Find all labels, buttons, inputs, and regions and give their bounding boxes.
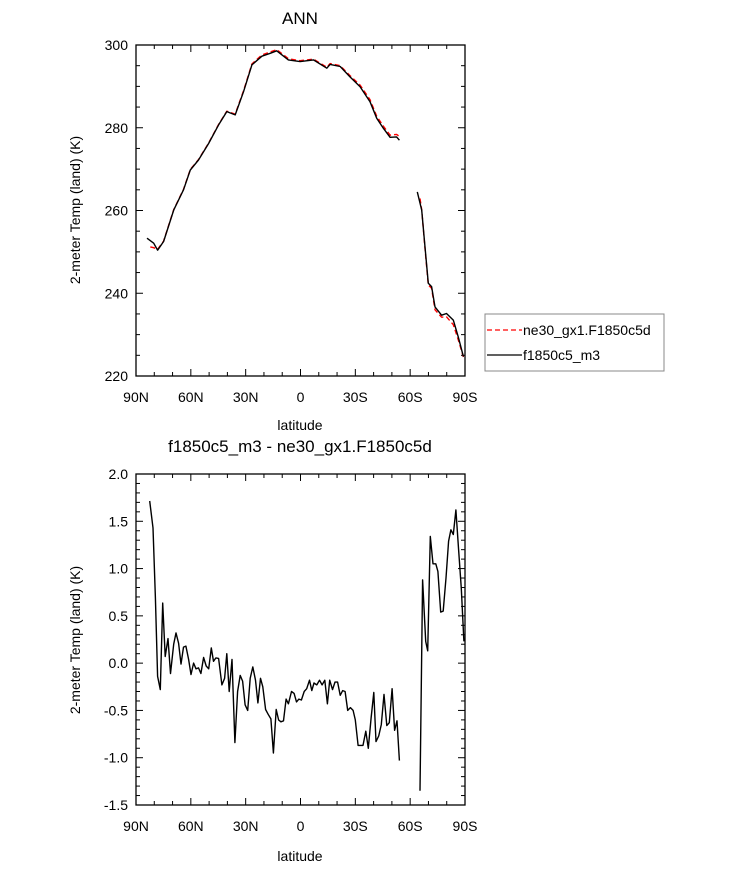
legend-label-f1850c5: f1850c5_m3 bbox=[523, 347, 600, 363]
y-tick-label: -1.5 bbox=[104, 797, 128, 813]
y-tick-label: 2.0 bbox=[109, 466, 129, 482]
x-tick-label: 90N bbox=[123, 389, 149, 405]
series-line-ne30-gx1-f1850c5d bbox=[419, 198, 465, 358]
y-tick-label: 1.0 bbox=[109, 561, 129, 577]
series-line-f1850c5-m3 bbox=[416, 191, 465, 357]
y-tick-label: 300 bbox=[105, 37, 129, 53]
plot-frame bbox=[135, 473, 466, 806]
y-tick-label: 0.0 bbox=[109, 655, 129, 671]
x-tick-label: 30N bbox=[233, 818, 259, 834]
y-tick-label: 240 bbox=[105, 285, 129, 301]
y-tick-label: -1.0 bbox=[104, 750, 128, 766]
x-tick-label: 90N bbox=[123, 818, 149, 834]
x-axis-label: latitude bbox=[277, 417, 322, 433]
x-tick-label: 60N bbox=[178, 389, 204, 405]
panel-title: f1850c5_m3 - ne30_gx1.F1850c5d bbox=[168, 437, 432, 456]
x-tick-label: 0 bbox=[297, 818, 305, 834]
x-tick-label: 60S bbox=[398, 818, 423, 834]
y-axis-label: 2-meter Temp (land) (K) bbox=[67, 566, 83, 714]
plot-frame bbox=[135, 44, 466, 377]
series-line-difference bbox=[419, 509, 465, 791]
y-axis-label: 2-meter Temp (land) (K) bbox=[67, 136, 83, 284]
series-line-f1850c5-m3 bbox=[146, 50, 400, 251]
y-tick-label: 260 bbox=[105, 203, 129, 219]
x-tick-label: 30S bbox=[343, 818, 368, 834]
y-tick-label: 280 bbox=[105, 120, 129, 136]
x-tick-label: 90S bbox=[453, 389, 478, 405]
y-tick-label: 0.5 bbox=[109, 608, 129, 624]
y-tick-label: 220 bbox=[105, 368, 129, 384]
y-tick-label: -0.5 bbox=[104, 702, 128, 718]
legend-label-ne30: ne30_gx1.F1850c5d bbox=[523, 322, 651, 338]
series-line-difference bbox=[149, 500, 401, 761]
x-tick-label: 60S bbox=[398, 389, 423, 405]
x-tick-label: 90S bbox=[453, 818, 478, 834]
x-tick-label: 30S bbox=[343, 389, 368, 405]
panel-title: ANN bbox=[282, 9, 318, 28]
x-tick-label: 60N bbox=[178, 818, 204, 834]
x-tick-label: 30N bbox=[233, 389, 259, 405]
legend-box bbox=[484, 313, 665, 372]
legend: ne30_gx1.F1850c5d f1850c5_m3 bbox=[484, 313, 665, 372]
y-tick-label: 1.5 bbox=[109, 513, 129, 529]
panel-annual-temperature: ANN latitude 2-meter Temp (land) (K) 90N… bbox=[67, 9, 477, 433]
x-axis-label: latitude bbox=[277, 848, 322, 864]
panel-difference: f1850c5_m3 - ne30_gx1.F1850c5d latitude … bbox=[67, 437, 477, 864]
x-tick-label: 0 bbox=[297, 389, 305, 405]
series-line-ne30-gx1-f1850c5d bbox=[150, 48, 400, 251]
